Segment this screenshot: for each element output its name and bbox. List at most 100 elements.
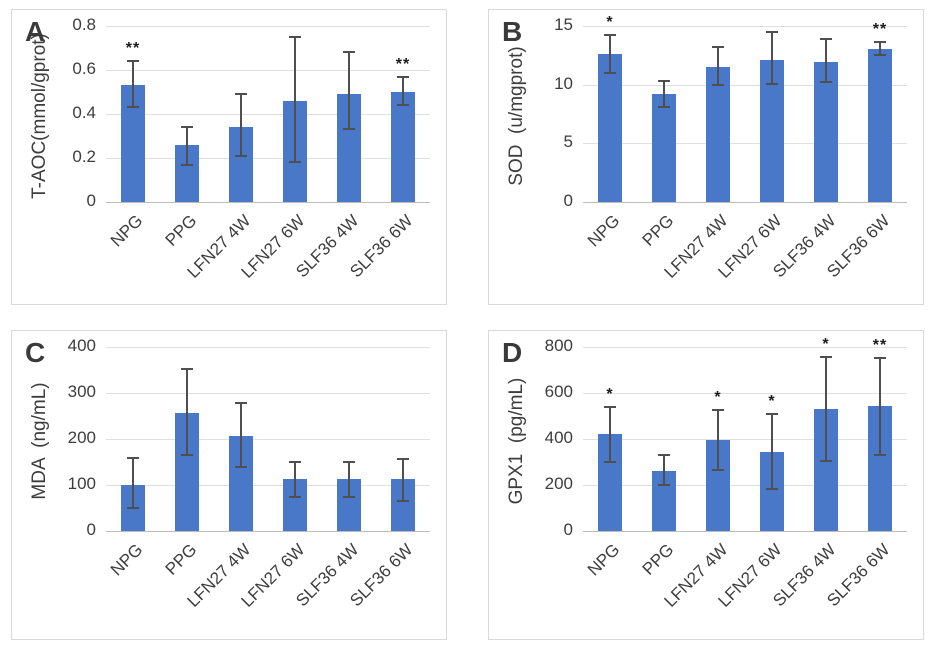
panel-a-plot-area: 0 0.2 0.4 0.6 0.8 ** NPG PPG LFN27 4W LFN27 6W SLF…	[72, 15, 430, 282]
x-axis-line	[106, 202, 430, 203]
x-category-label: PPG	[638, 540, 678, 579]
error-bar-cap-bottom	[874, 54, 886, 57]
error-bar-line	[663, 81, 665, 107]
gridline	[583, 84, 907, 86]
error-bar-cap-top	[874, 41, 886, 44]
error-bar-line	[608, 35, 611, 73]
y-tick-label: 300	[67, 382, 96, 401]
gridline	[106, 114, 430, 115]
error-bar-line	[771, 413, 773, 489]
gridline	[106, 485, 430, 486]
error-bar-line	[879, 42, 881, 56]
error-bar-cap-bottom	[397, 499, 409, 502]
error-bar-line	[717, 410, 719, 470]
panel-d-label: D	[502, 337, 523, 368]
error-bar-cap-bottom	[397, 104, 409, 107]
error-bar-cap-top	[766, 412, 778, 415]
y-tick-label: 0.2	[72, 147, 96, 166]
x-category-label: PPG	[161, 211, 201, 250]
panel-b-plot-area: 0 5 10 15 * NPG PPG LFN27 4W LFN27 6W SLF36 4W ** S…	[554, 15, 907, 282]
gridline	[583, 485, 907, 486]
error-bar-cap-bottom	[126, 507, 139, 510]
error-bar-cap-top	[820, 355, 832, 358]
error-bar-cap-top	[289, 36, 301, 38]
significance-marker: *	[768, 392, 776, 410]
error-bar-line	[294, 37, 296, 163]
error-bar-line	[608, 406, 611, 463]
gridline	[106, 439, 430, 440]
error-bar-cap-bottom	[235, 154, 247, 157]
x-axis-line	[106, 531, 430, 532]
panel-c-label: C	[25, 337, 46, 368]
error-bar-line	[879, 357, 881, 455]
error-bar-line	[825, 38, 827, 83]
bar	[814, 62, 838, 202]
error-bar-line	[186, 368, 188, 455]
y-tick-label: 200	[67, 428, 96, 447]
error-bar-line	[663, 455, 665, 485]
error-bar-line	[348, 52, 350, 130]
error-bar-cap-top	[874, 356, 886, 359]
error-bar-cap-top	[235, 93, 247, 96]
error-bar-line	[402, 459, 404, 501]
gridline	[583, 393, 907, 394]
error-bar-cap-top	[181, 126, 193, 129]
error-bar-line	[240, 403, 242, 467]
error-bar-cap-bottom	[343, 495, 355, 498]
panel-c-plot-area: 0 100 200 300 400 NPG PPG LFN27 4W LFN27 6W SLF36…	[68, 336, 430, 611]
error-bar-cap-top	[712, 46, 724, 49]
error-bar-line	[131, 61, 134, 108]
error-bar-line	[771, 31, 773, 84]
panel-d-y-axis-title: GPX1 (pg/mL)	[506, 377, 527, 505]
x-category-label: PPG	[638, 211, 678, 250]
error-bar-cap-top	[235, 402, 247, 405]
panel-b-y-axis-title: SOD (u/mgprot)	[506, 46, 527, 186]
error-bar-cap-bottom	[658, 105, 670, 108]
panel-b-sod: B SOD (u/mgprot) 0 5 10 15 * NPG PPG LFN27 4W LF…	[488, 9, 924, 305]
y-tick-label: 15	[554, 15, 573, 34]
error-bar-line	[348, 461, 350, 497]
panel-a-label: A	[25, 16, 46, 47]
panel-d-gpx1: D GPX1 (pg/mL) 0 200 400 600 800 * NPG PPG * LFN2…	[488, 330, 924, 640]
y-tick-label: 100	[67, 474, 96, 493]
y-tick-label: 400	[544, 428, 573, 447]
bar	[597, 54, 622, 202]
panel-d-plot-area: 0 200 400 600 800 * NPG PPG * LFN27 4W * LFN27 6W * S…	[545, 336, 907, 611]
error-bar-cap-bottom	[603, 461, 616, 464]
y-tick-label: 0.8	[72, 15, 96, 34]
error-bar-cap-bottom	[235, 465, 247, 468]
significance-marker: **	[872, 21, 888, 39]
error-bar-cap-top	[126, 457, 139, 460]
x-category-label: NPG	[106, 540, 147, 580]
gridline	[583, 143, 907, 145]
panel-b-label: B	[502, 16, 523, 47]
error-bar-cap-top	[820, 37, 832, 40]
error-bar-cap-bottom	[181, 163, 193, 166]
y-tick-label: 400	[67, 336, 96, 355]
bar	[706, 67, 730, 202]
panel-c-mda: C MDA (ng/mL) 0 100 200 300 400 NPG PPG LFN27 4…	[11, 330, 447, 640]
y-tick-label: 200	[544, 474, 573, 493]
y-tick-label: 0.6	[72, 59, 96, 78]
error-bar-cap-bottom	[766, 487, 778, 490]
x-category-label: NPG	[583, 211, 624, 251]
significance-marker: **	[125, 40, 141, 58]
y-tick-label: 0	[563, 520, 573, 539]
error-bar-cap-bottom	[289, 161, 301, 164]
gridline	[106, 26, 430, 27]
y-tick-label: 0	[563, 191, 573, 210]
significance-marker: **	[872, 336, 888, 354]
significance-marker: *	[822, 335, 830, 353]
gridline	[583, 347, 907, 348]
error-bar-cap-bottom	[820, 81, 832, 84]
y-tick-label: 0	[86, 191, 96, 210]
error-bar-line	[402, 76, 404, 106]
panel-a-t-aoc: A T-AOC(mmol/gprot) 0 0.2 0.4 0.6 0.8 ** NPG PP…	[11, 9, 447, 305]
error-bar-cap-top	[181, 367, 193, 370]
gridline	[583, 439, 907, 440]
error-bar-line	[294, 461, 296, 497]
error-bar-cap-bottom	[603, 71, 616, 74]
error-bar-cap-bottom	[658, 484, 670, 486]
y-tick-label: 10	[554, 73, 573, 93]
panel-a-y-axis-title: T-AOC(mmol/gprot)	[29, 33, 50, 199]
